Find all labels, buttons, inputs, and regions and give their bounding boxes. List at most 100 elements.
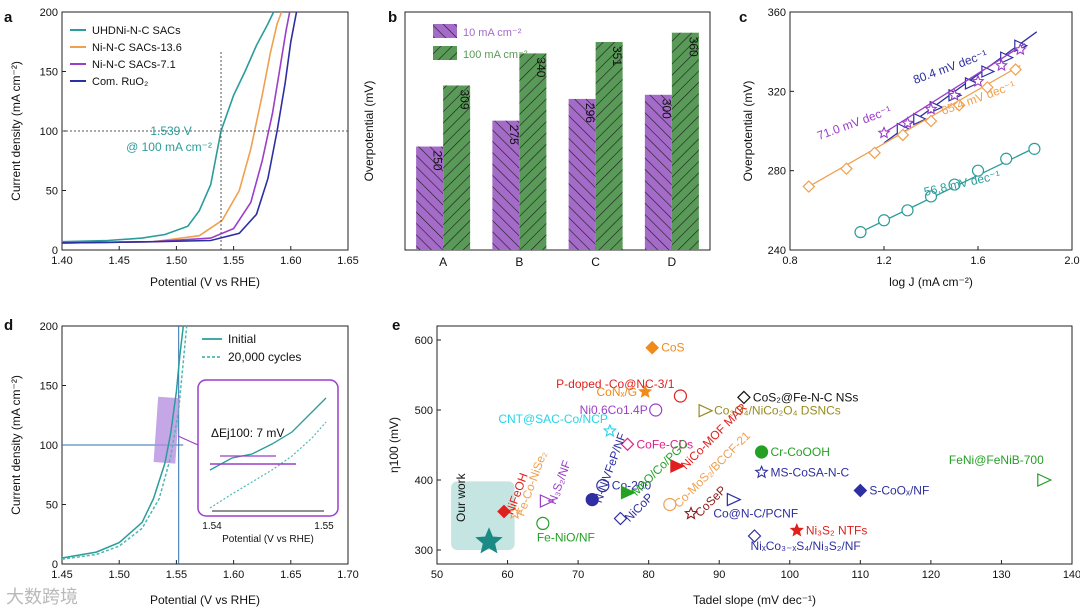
- panel-a-series-line: [61, 11, 283, 244]
- panel-d-y-tick-label: 150: [40, 381, 58, 393]
- panel-d-inset-x-label: Potential (V vs RHE): [222, 534, 314, 545]
- panel-c-point: [981, 81, 994, 94]
- panel-c-point: [913, 112, 928, 126]
- panel-e-point: [754, 464, 769, 479]
- panel-e-point-label: Ni₃S₂ NTFs: [806, 523, 868, 537]
- panel-b-legend-swatch: [433, 24, 457, 38]
- panel-d-x-label: Potential (V vs RHE): [150, 593, 260, 607]
- panel-c-y-label: Overpotential (mV): [741, 81, 755, 182]
- panel-b-bar: [595, 42, 623, 250]
- panel-c-point: [877, 126, 891, 139]
- panel-b-category-label: B: [515, 255, 523, 269]
- panel-d-inset-pointer: [177, 435, 199, 446]
- panel-e-point: [620, 437, 635, 452]
- panel-c-slope-label: 56.8 mV dec⁻¹: [923, 168, 1002, 199]
- panel-e-our-work-star: [475, 527, 503, 554]
- panel-d-y-tick-label: 50: [46, 500, 58, 512]
- panel-e-our-work-box: [451, 481, 515, 550]
- panel-a-series-line: [61, 11, 298, 244]
- panel-d-y-label: Current density (mA cm⁻²): [9, 375, 23, 515]
- panel-c-x-label: log J (mA cm⁻²): [889, 275, 973, 289]
- panel-a-y-tick-label: 100: [40, 126, 58, 138]
- panel-c-x-tick-label: 1.6: [970, 255, 985, 267]
- panel-e-point: [1037, 473, 1053, 487]
- panel-b-bar: [568, 98, 596, 250]
- panel-b-category-label: A: [439, 255, 447, 269]
- panel-d-series-line: [61, 325, 185, 559]
- panel-a-legend-label: UHDNi-N-C SACs: [92, 25, 181, 37]
- panel-d-legend-label: Initial: [228, 332, 256, 346]
- panel-b-legend-label: 100 mA cm⁻²: [463, 49, 528, 61]
- panel-a-y-tick-label: 200: [40, 7, 58, 19]
- panel-e-y-tick-label: 500: [415, 405, 433, 417]
- panel-b-bar-value: 340: [534, 57, 548, 77]
- panel-a-x-tick-label: 1.60: [280, 255, 301, 267]
- panel-e-point: [663, 497, 677, 512]
- panel-b-letter: b: [388, 9, 397, 26]
- panel-e-point: [673, 389, 688, 403]
- panel-c-y-tick-label: 240: [768, 245, 786, 257]
- panel-a-y-tick-label: 150: [40, 67, 58, 79]
- panel-b-bar: [644, 94, 672, 250]
- panel-d-x-tick-label: 1.60: [223, 569, 244, 581]
- panel-c-point: [952, 98, 966, 112]
- panel-b-bar-value: 360: [686, 37, 700, 57]
- panel-e-point-label: FeNi@FeNiB-700: [949, 453, 1044, 467]
- panel-e-point-label: N₃S₂/NF: [545, 458, 574, 506]
- panel-a-x-tick-label: 1.55: [223, 255, 244, 267]
- panel-e-x-tick-label: 130: [992, 569, 1010, 581]
- panel-e-point: [620, 485, 636, 500]
- panel-e-point: [754, 445, 769, 459]
- panel-e-point-label: Co@N-C/PCNF: [713, 507, 798, 521]
- panel-e-point: [683, 506, 699, 520]
- panel-e-x-tick-label: 100: [781, 569, 799, 581]
- panel-c-point: [896, 128, 910, 142]
- panel-e-point-label: NiₓCo₃₋ₓS₄/Ni₃S₂/NF: [751, 539, 861, 553]
- panel-e-point-label: MS-CoSA-N-C: [771, 465, 850, 479]
- panel-c-point: [971, 74, 985, 88]
- panel-e-point: [613, 511, 628, 526]
- panel-e-y-label: η100 (mV): [387, 417, 401, 473]
- panel-d-y-tick-label: 0: [52, 559, 58, 571]
- panel-b-bar: [416, 146, 444, 250]
- panel-a-series-line: [61, 11, 291, 244]
- panel-d-x-tick-label: 1.45: [51, 569, 72, 581]
- panel-e-y-tick-label: 400: [415, 475, 433, 487]
- panel-b-category-label: C: [591, 255, 600, 269]
- panel-b-bar-value: 296: [583, 103, 597, 123]
- panel-a-x-tick-label: 1.65: [337, 255, 358, 267]
- panel-d-y-tick-label: 100: [40, 440, 58, 452]
- panel-d-inset-x-tick-label: 1.54: [202, 521, 222, 532]
- panel-d-x-tick-label: 1.50: [108, 569, 129, 581]
- panel-e-point: [789, 522, 804, 537]
- panel-d-inset-x-tick-label: 1.55: [314, 521, 334, 532]
- panel-b-legend-swatch: [433, 46, 457, 60]
- panel-e-point: [698, 403, 714, 418]
- panel-e-point-label: Fe-NiO/NF: [537, 530, 595, 544]
- panel-e-point-label: Cr-CoOOH: [771, 445, 830, 459]
- panel-c-point: [802, 180, 816, 193]
- panel-c-point: [854, 226, 867, 239]
- panel-b-bar-value: 300: [659, 99, 673, 119]
- panel-e-x-tick-label: 90: [713, 569, 725, 581]
- panel-c-point: [877, 214, 891, 227]
- panel-c-point: [840, 162, 853, 176]
- panel-a-annotation: @ 100 mA cm⁻²: [126, 140, 212, 154]
- panel-b-frame: [404, 11, 711, 251]
- panel-a-series-line: [61, 11, 275, 243]
- panel-c-point: [947, 88, 962, 101]
- panel-b-bar-value: 309: [458, 89, 472, 109]
- panel-e-our-work-label: Our work: [454, 472, 468, 522]
- panel-c-frame: [789, 11, 1073, 251]
- panel-c-y-tick-label: 320: [768, 86, 786, 98]
- panel-e-x-tick-label: 70: [572, 569, 584, 581]
- panel-e-point: [602, 423, 617, 438]
- panel-a-y-tick-label: 0: [52, 245, 58, 257]
- panel-b-legend-label: 10 mA cm⁻²: [463, 27, 522, 39]
- panel-d-y-tick-label: 200: [40, 321, 58, 333]
- panel-e-x-tick-label: 120: [922, 569, 940, 581]
- panel-b-bar: [492, 120, 520, 250]
- panel-c-x-tick-label: 2.0: [1064, 255, 1079, 267]
- panel-a-y-label: Current density (mA cm⁻²): [9, 61, 23, 201]
- panel-a-x-tick-label: 1.50: [166, 255, 187, 267]
